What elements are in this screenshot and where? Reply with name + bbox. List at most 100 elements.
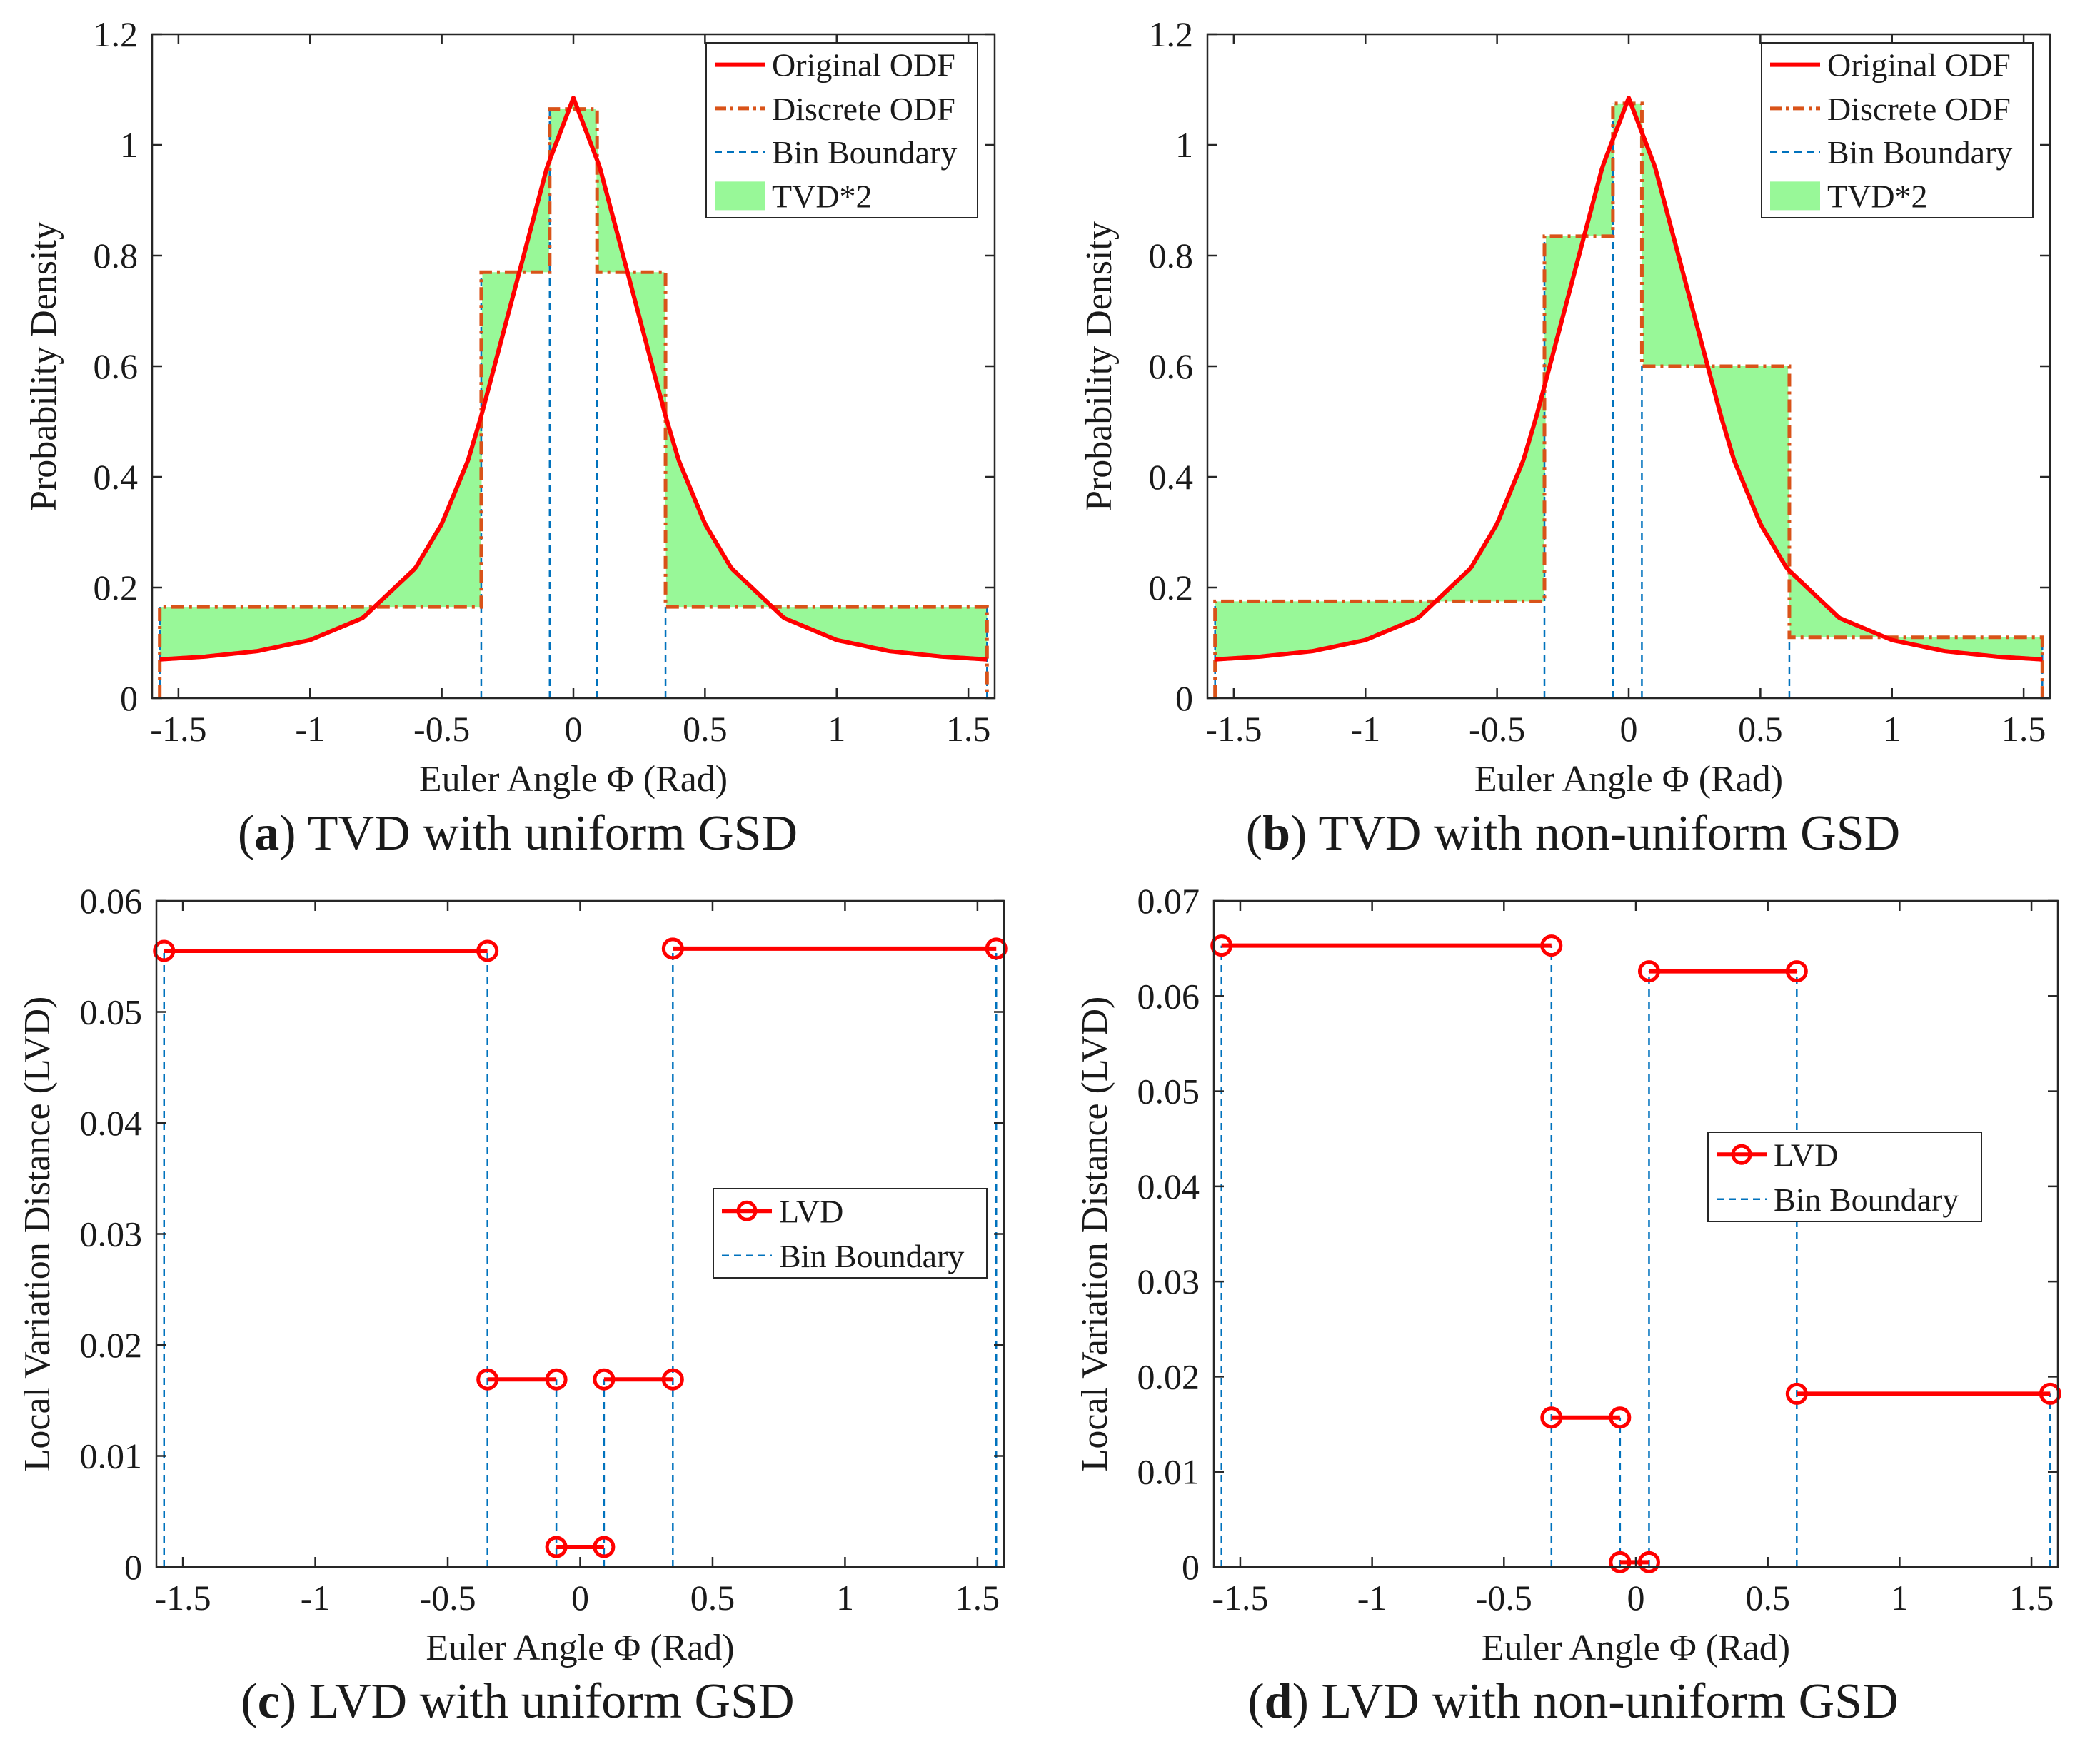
x-tick-label: -0.5 xyxy=(419,1578,476,1618)
caption-paren-close: ) xyxy=(1292,1674,1309,1729)
lvd-marker xyxy=(476,939,499,962)
x-tick-label: -1 xyxy=(295,709,325,749)
y-axis-label: Probability Density xyxy=(1079,221,1120,511)
x-axis-label: Euler Angle Φ (Rad) xyxy=(426,1628,734,1668)
x-tick-label: -1 xyxy=(1357,1578,1387,1618)
lvd-marker xyxy=(2039,1382,2061,1405)
legend-label: Original ODF xyxy=(1827,47,2011,84)
lvd-marker xyxy=(661,937,684,960)
legend-swatch-lvd-marker xyxy=(736,1200,758,1221)
chart-panel-b: -1.5 -1 -0.5 0 0.5 1 1.5 0 0.2 0.4 0.6 0.8 1 1.2 Euler… xyxy=(1079,14,2051,861)
y-tick-label: 0.6 xyxy=(1149,346,1194,386)
x-tick-label: 0.5 xyxy=(690,1578,735,1618)
legend-swatch-tvd xyxy=(715,181,765,211)
chart-panel-a: -1.5 -1 -0.5 0 0.5 1 1.5 0 0.2 0.4 0.6 0.8 1 1.2 Euler… xyxy=(24,14,996,861)
x-tick-label: 0 xyxy=(1627,1578,1645,1618)
x-tick-label: -1 xyxy=(301,1578,331,1618)
y-tick-label: 0 xyxy=(120,678,138,718)
legend: Original ODF Discrete ODF Bin Boundary TVD*… xyxy=(705,42,978,218)
y-tick-label: 0.8 xyxy=(1149,236,1194,276)
y-tick-label: 0.06 xyxy=(1137,976,1200,1016)
y-tick-label: 0.03 xyxy=(1137,1261,1200,1301)
y-tick-label: 0.03 xyxy=(80,1214,143,1254)
legend-label: Discrete ODF xyxy=(772,91,955,127)
legend-label: Bin Boundary xyxy=(1827,134,2012,171)
caption-paren-open: ( xyxy=(1247,1674,1264,1729)
x-tick-label: 1 xyxy=(1883,709,1901,749)
y-tick-label: 1.2 xyxy=(1149,14,1194,54)
lvd-marker xyxy=(1540,1406,1563,1429)
legend-label: LVD xyxy=(779,1193,843,1229)
caption-text: TVD with non-uniform GSD xyxy=(1307,806,1900,861)
discrete-odf-line xyxy=(158,107,989,698)
x-axis-label: Euler Angle Φ (Rad) xyxy=(1482,1628,1790,1668)
caption-letter: a xyxy=(254,806,279,861)
y-tick-label: 0.05 xyxy=(1137,1072,1200,1112)
lvd-marker xyxy=(1540,934,1563,957)
caption-paren-open: ( xyxy=(241,1674,257,1729)
x-tick-label: -0.5 xyxy=(1469,709,1525,749)
y-tick-label: 0.4 xyxy=(94,457,139,497)
x-tick-label: 0 xyxy=(571,1578,589,1618)
lvd-marker xyxy=(1210,934,1233,957)
y-tick-label: 1.2 xyxy=(94,14,139,54)
x-tick-label: 1 xyxy=(828,709,845,749)
y-tick-label: 1 xyxy=(120,125,138,165)
legend-label: Original ODF xyxy=(772,47,955,84)
x-axis-label: Euler Angle Φ (Rad) xyxy=(1474,759,1783,800)
y-tick-label: 0.06 xyxy=(80,881,143,921)
x-tick-label: 1.5 xyxy=(2009,1578,2054,1618)
x-tick-label: 1.5 xyxy=(946,709,991,749)
caption-letter: d xyxy=(1265,1674,1292,1729)
tvd-area xyxy=(1215,98,2043,660)
lvd-marker xyxy=(153,939,176,962)
x-tick-label: 1.5 xyxy=(2001,709,2046,749)
legend-label: TVD*2 xyxy=(772,178,873,214)
legend-label: LVD xyxy=(1774,1136,1838,1173)
panel-caption: (b) TVD with non-uniform GSD xyxy=(1246,806,1900,861)
y-tick-label: 0.2 xyxy=(1149,568,1194,608)
caption-letter: c xyxy=(258,1674,280,1729)
lvd-marker xyxy=(476,1368,499,1391)
y-axis-label: Probability Density xyxy=(24,221,64,511)
legend-label: Discrete ODF xyxy=(1827,91,2011,127)
y-tick-label: 0 xyxy=(124,1547,142,1587)
lvd-marker xyxy=(985,937,1008,960)
legend-swatch-tvd xyxy=(1770,181,1820,211)
lvd-marker xyxy=(661,1368,684,1391)
x-tick-label: -1.5 xyxy=(150,709,206,749)
y-tick-label: 0.07 xyxy=(1137,881,1200,921)
y-axis-label: Local Variation Distance (LVD) xyxy=(1075,997,1115,1472)
y-axis-label: Local Variation Distance (LVD) xyxy=(17,997,58,1472)
legend-swatch-lvd-marker xyxy=(1731,1144,1752,1165)
axes-box xyxy=(1212,899,2059,1568)
lvd-marker xyxy=(1609,1406,1632,1429)
y-tick-label: 0.04 xyxy=(80,1103,143,1143)
lvd-marker xyxy=(1609,1551,1632,1573)
y-tick-label: 0 xyxy=(1182,1547,1200,1587)
x-tick-label: -1.5 xyxy=(1212,1578,1268,1618)
y-tick-label: 0.4 xyxy=(1149,457,1194,497)
x-tick-label: 0.5 xyxy=(683,709,728,749)
legend-label: Bin Boundary xyxy=(772,134,957,171)
y-tick-label: 0.6 xyxy=(94,346,139,386)
panel-caption: (a) TVD with uniform GSD xyxy=(238,806,798,861)
y-tick-label: 1 xyxy=(1175,125,1193,165)
chart-panel-d: -1.5 -1 -0.5 0 0.5 1 1.5 0 0.01 0.02 0.03 0.04 0.05 0… xyxy=(1075,881,2061,1729)
original-odf-line xyxy=(159,96,988,662)
y-tick-label: 0.04 xyxy=(1137,1166,1200,1206)
x-tick-label: 0 xyxy=(1620,709,1638,749)
caption-paren-close: ) xyxy=(1290,806,1307,861)
chart-panel-c: -1.5 -1 -0.5 0 0.5 1 1.5 0 0.01 0.02 0.03 0.04 0.05 0… xyxy=(17,881,1008,1729)
legend-label: Bin Boundary xyxy=(1774,1181,1959,1218)
lvd-marker xyxy=(545,1536,568,1558)
x-tick-label: 1 xyxy=(1891,1578,1909,1618)
x-tick-label: -1.5 xyxy=(155,1578,211,1618)
legend-label: TVD*2 xyxy=(1827,178,1928,214)
x-tick-label: -1.5 xyxy=(1205,709,1262,749)
x-tick-label: 0.5 xyxy=(1738,709,1783,749)
x-tick-label: 1 xyxy=(836,1578,854,1618)
caption-paren-close: ) xyxy=(280,1674,296,1729)
lvd-marker xyxy=(1637,1551,1660,1573)
x-tick-label: -1 xyxy=(1350,709,1380,749)
